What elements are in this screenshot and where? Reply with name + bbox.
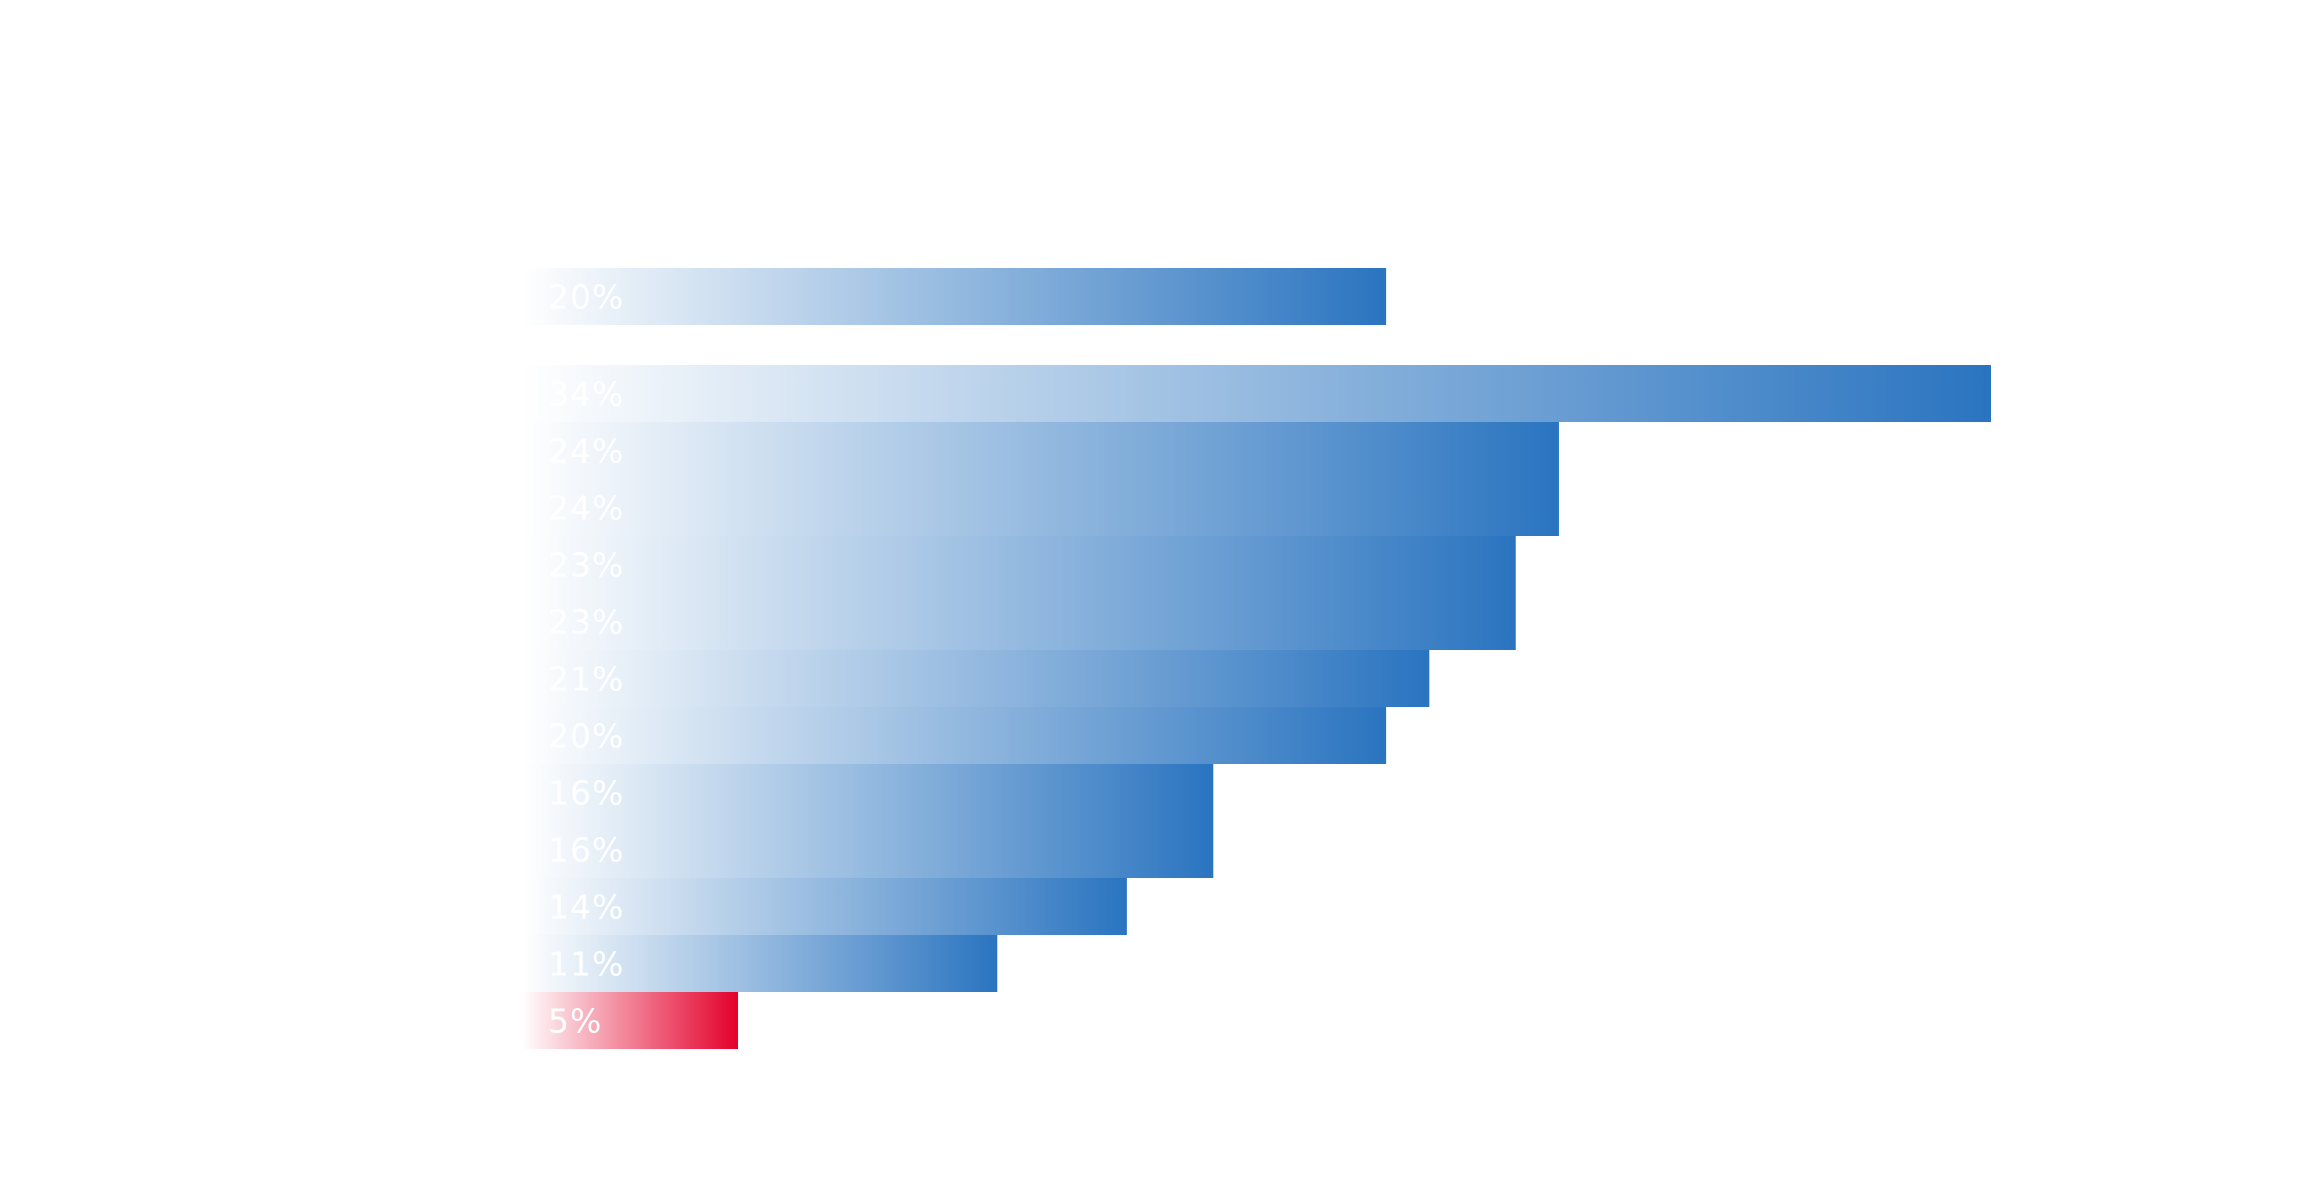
bar-11: [522, 992, 739, 1049]
bar-9: [522, 878, 1127, 935]
reference-bar-group: 20%: [522, 268, 1387, 325]
bar-8: [522, 821, 1214, 878]
bar-label-4: 23%: [548, 603, 624, 642]
bar-label-10: 11%: [548, 945, 624, 984]
bar-label-7: 16%: [548, 774, 624, 813]
bar-4: [522, 593, 1516, 650]
bars-group: 34% 24% 24% 23% 23% 21% 20% 16% 16% 14% 11% 5%: [522, 365, 1991, 1049]
bar-label-5: 21%: [548, 660, 624, 699]
bar-6: [522, 707, 1387, 764]
bar-3: [522, 536, 1516, 593]
bar-label-2: 24%: [548, 489, 624, 528]
bar-label-0: 34%: [548, 375, 624, 414]
bar-2: [522, 479, 1559, 536]
bar-label-11: 5%: [548, 1002, 602, 1041]
bar-label-1: 24%: [548, 432, 624, 471]
bar-label-8: 16%: [548, 831, 624, 870]
bar-label-3: 23%: [548, 546, 624, 585]
bar-0: [522, 365, 1991, 422]
bar-label-9: 14%: [548, 888, 624, 927]
bar-label-6: 20%: [548, 717, 624, 756]
bar-1: [522, 422, 1559, 479]
bar-7: [522, 764, 1214, 821]
bar-10: [522, 935, 998, 992]
bar-5: [522, 650, 1430, 707]
reference-bar: [522, 268, 1387, 325]
reference-bar-label: 20%: [548, 278, 624, 317]
